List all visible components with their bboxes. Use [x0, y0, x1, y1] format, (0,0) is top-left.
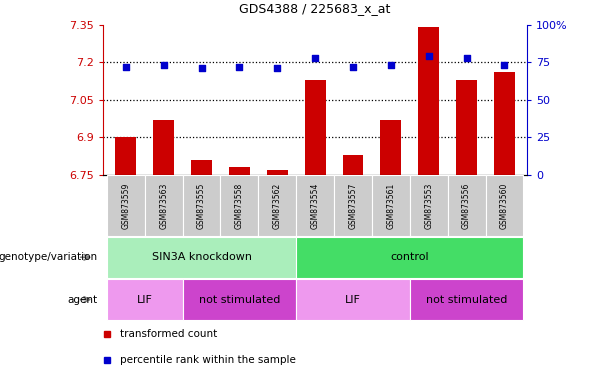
Bar: [183, 175, 220, 236]
Text: LIF: LIF: [137, 295, 153, 305]
Bar: [296, 237, 524, 278]
Bar: [107, 279, 183, 320]
Bar: [296, 279, 410, 320]
Text: GSM873554: GSM873554: [310, 182, 320, 228]
Text: transformed count: transformed count: [120, 329, 217, 339]
Point: [234, 64, 244, 70]
Bar: [343, 155, 363, 175]
Text: LIF: LIF: [345, 295, 361, 305]
Bar: [115, 137, 136, 175]
Bar: [448, 175, 485, 236]
Bar: [334, 175, 372, 236]
Bar: [410, 279, 524, 320]
Point: [386, 62, 396, 68]
Point: [424, 53, 434, 60]
Text: GDS4388 / 225683_x_at: GDS4388 / 225683_x_at: [239, 2, 391, 15]
Text: GSM873556: GSM873556: [462, 182, 471, 228]
Bar: [220, 175, 259, 236]
Text: GSM873563: GSM873563: [159, 182, 168, 228]
Point: [273, 65, 282, 71]
Bar: [410, 175, 448, 236]
Text: GSM873561: GSM873561: [386, 182, 395, 228]
Bar: [107, 237, 296, 278]
Bar: [372, 175, 410, 236]
Point: [121, 64, 131, 70]
Point: [348, 64, 358, 70]
Text: GSM873555: GSM873555: [197, 182, 206, 228]
Bar: [145, 175, 183, 236]
Text: control: control: [391, 252, 429, 262]
Bar: [107, 175, 145, 236]
Point: [310, 55, 320, 61]
Bar: [456, 80, 477, 175]
Point: [159, 62, 168, 68]
Text: genotype/variation: genotype/variation: [0, 252, 97, 262]
Text: GSM873562: GSM873562: [273, 182, 282, 228]
Bar: [191, 160, 212, 175]
Point: [499, 62, 509, 68]
Bar: [494, 72, 515, 175]
Point: [197, 65, 206, 71]
Bar: [259, 175, 296, 236]
Text: GSM873560: GSM873560: [500, 182, 509, 228]
Text: SIN3A knockdown: SIN3A knockdown: [151, 252, 252, 262]
Text: GSM873557: GSM873557: [349, 182, 358, 228]
Bar: [485, 175, 524, 236]
Text: not stimulated: not stimulated: [198, 295, 280, 305]
Bar: [229, 167, 250, 175]
Bar: [418, 28, 439, 175]
Text: GSM873559: GSM873559: [121, 182, 130, 228]
Text: GSM873558: GSM873558: [235, 182, 244, 228]
Text: not stimulated: not stimulated: [426, 295, 507, 305]
Text: percentile rank within the sample: percentile rank within the sample: [120, 354, 296, 364]
Bar: [305, 80, 326, 175]
Bar: [183, 279, 296, 320]
Bar: [380, 120, 401, 175]
Bar: [267, 170, 287, 175]
Text: agent: agent: [67, 295, 97, 305]
Bar: [296, 175, 334, 236]
Bar: [153, 120, 174, 175]
Point: [462, 55, 471, 61]
Text: GSM873553: GSM873553: [424, 182, 433, 228]
